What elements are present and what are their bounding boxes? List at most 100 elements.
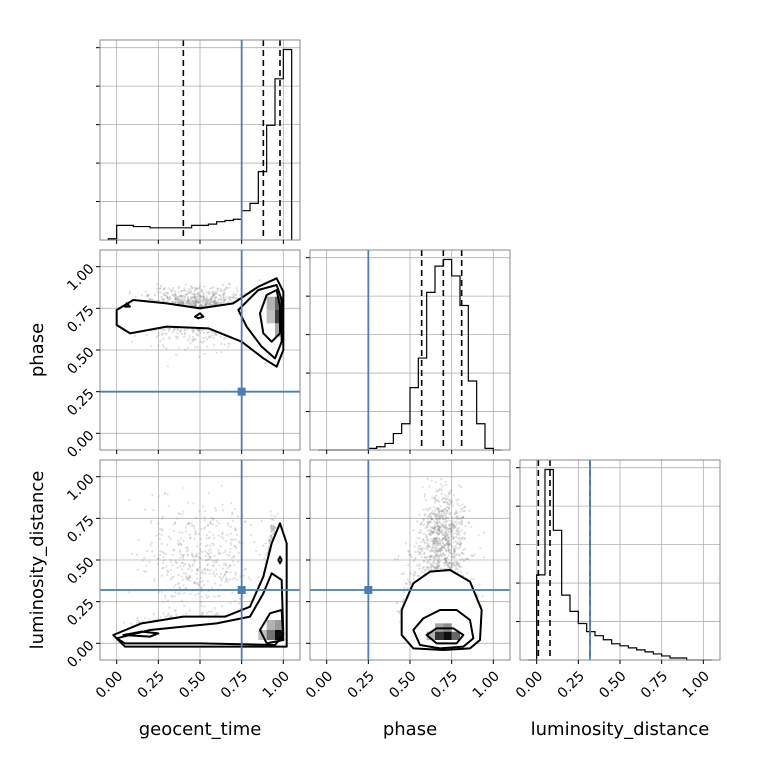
sample-point <box>189 335 191 337</box>
sample-point <box>228 283 230 285</box>
sample-point <box>164 329 166 331</box>
sample-point <box>168 535 170 537</box>
sample-point <box>184 289 186 291</box>
sample-point <box>265 542 267 544</box>
sample-point <box>215 296 217 298</box>
panel-content <box>100 250 300 450</box>
sample-point <box>218 564 220 566</box>
sample-point <box>226 286 228 288</box>
sample-point <box>232 520 234 522</box>
sample-point <box>166 615 168 617</box>
sample-point <box>181 600 183 602</box>
sample-point <box>192 300 194 302</box>
sample-point <box>160 296 162 298</box>
sample-point <box>148 560 150 562</box>
sample-point <box>212 534 214 536</box>
sample-point <box>199 332 201 334</box>
sample-point <box>210 611 212 613</box>
sample-point <box>167 600 169 602</box>
sample-point <box>177 539 179 541</box>
sample-point <box>196 577 198 579</box>
sample-point <box>223 552 225 554</box>
sample-point <box>218 522 220 524</box>
sample-point <box>219 576 221 578</box>
sample-point <box>184 563 186 565</box>
scatter-panel-geocent_time-luminosity_distance <box>96 460 300 664</box>
sample-point <box>224 550 226 552</box>
sample-point <box>158 495 160 497</box>
sample-point <box>206 338 208 340</box>
sample-point <box>182 562 184 564</box>
sample-point <box>249 579 251 581</box>
sample-point <box>158 591 160 593</box>
sample-point <box>162 337 164 339</box>
sample-point <box>481 595 483 597</box>
sample-point <box>209 555 211 557</box>
sample-point <box>150 519 152 521</box>
sample-point <box>191 552 193 554</box>
sample-point <box>272 527 274 529</box>
sample-point <box>189 580 191 582</box>
sample-point <box>196 573 198 575</box>
sample-point <box>189 537 191 539</box>
sample-point <box>226 578 228 580</box>
sample-point <box>194 594 196 596</box>
sample-point <box>237 561 239 563</box>
sample-point <box>174 560 176 562</box>
density-cell <box>267 297 275 310</box>
sample-point <box>222 509 224 511</box>
sample-point <box>199 562 201 564</box>
sample-point <box>158 334 160 336</box>
sample-point <box>218 535 220 537</box>
sample-point <box>169 559 171 561</box>
sample-point <box>180 290 182 292</box>
sample-point <box>186 579 188 581</box>
sample-point <box>274 527 276 529</box>
sample-point <box>229 578 231 580</box>
sample-point <box>232 293 234 295</box>
panel-content <box>310 460 510 660</box>
sample-point <box>189 342 191 344</box>
sample-point <box>164 594 166 596</box>
sample-point <box>153 613 155 615</box>
sample-point <box>199 581 201 583</box>
sample-point <box>193 527 195 529</box>
sample-point <box>163 559 165 561</box>
sample-point <box>255 550 257 552</box>
sample-point <box>179 294 181 296</box>
sample-point <box>164 491 166 493</box>
sample-point <box>168 606 170 608</box>
sample-point <box>150 522 152 524</box>
sample-point <box>157 522 159 524</box>
sample-point <box>235 294 237 296</box>
sample-point <box>223 289 225 291</box>
sample-point <box>173 586 175 588</box>
sample-point <box>213 344 215 346</box>
sample-point <box>222 532 224 534</box>
sample-point <box>144 617 146 619</box>
sample-point <box>171 595 173 597</box>
sample-point <box>402 599 404 601</box>
sample-point <box>178 574 180 576</box>
sample-point <box>169 538 171 540</box>
sample-point <box>213 301 215 303</box>
sample-point <box>220 343 222 345</box>
sample-point <box>239 542 241 544</box>
sample-point <box>162 567 164 569</box>
sample-point <box>230 544 232 546</box>
sample-point <box>212 565 214 567</box>
sample-point <box>191 525 193 527</box>
sample-point <box>195 300 197 302</box>
sample-point <box>216 520 218 522</box>
sample-point <box>148 618 150 620</box>
sample-point <box>225 576 227 578</box>
sample-point <box>178 583 180 585</box>
sample-point <box>158 300 160 302</box>
sample-point <box>207 580 209 582</box>
sample-point <box>163 294 165 296</box>
sample-point <box>177 296 179 298</box>
sample-point <box>180 301 182 303</box>
sample-point <box>199 341 201 343</box>
sample-point <box>178 285 180 287</box>
sample-point <box>208 536 210 538</box>
